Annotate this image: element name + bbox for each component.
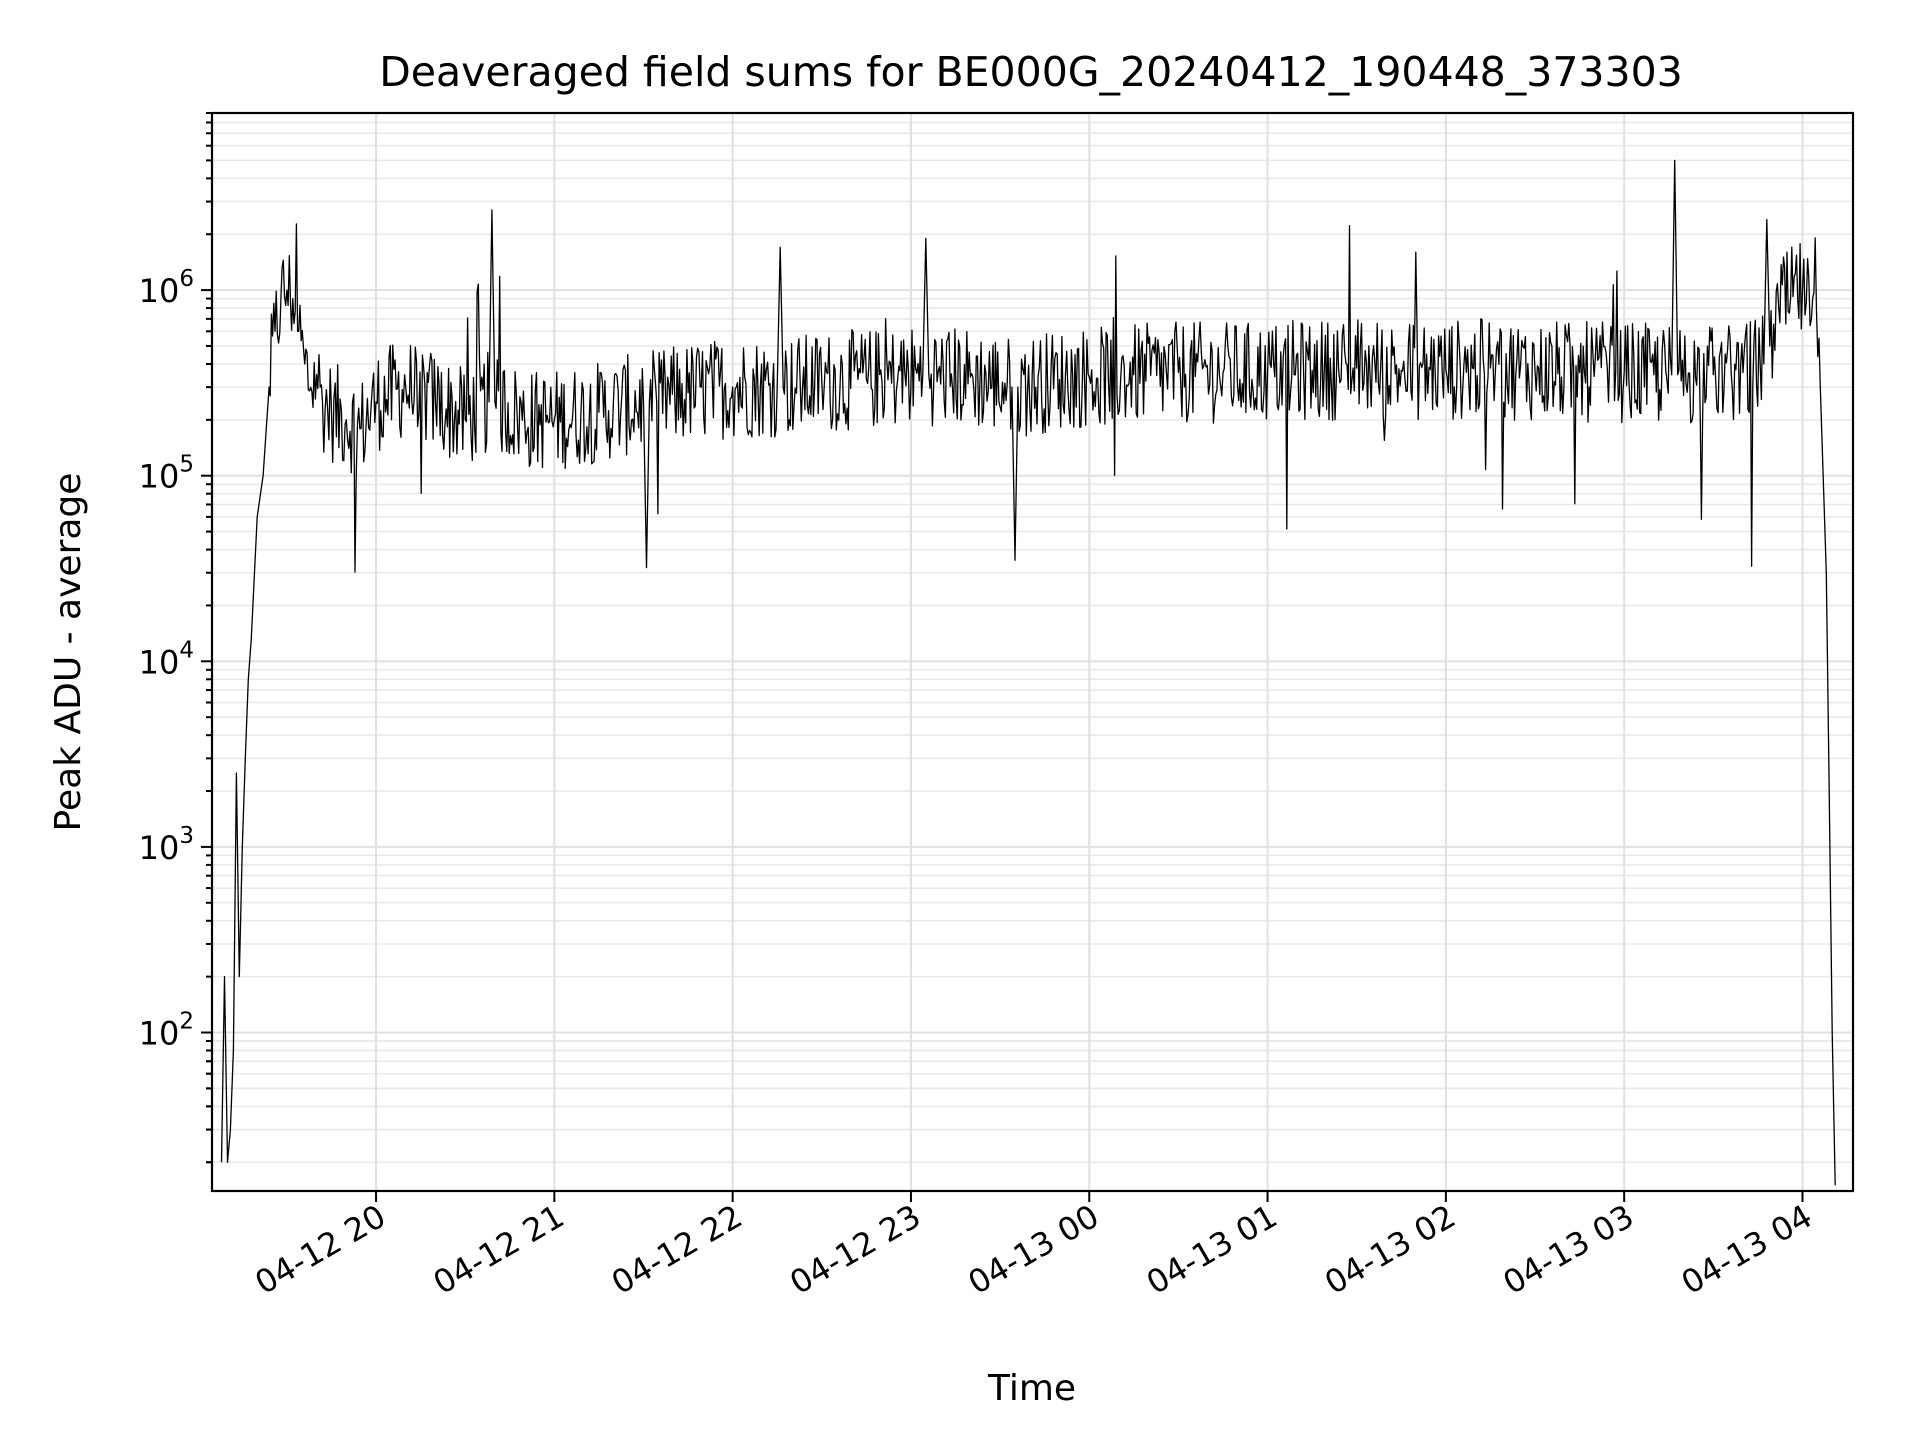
series-line (220, 159, 1836, 1186)
chart-title: Deaveraged field sums for BE000G_2024041… (379, 48, 1683, 96)
x-axis-label: Time (987, 1368, 1076, 1409)
plot-frame (210, 111, 1855, 1193)
y-tick-base: 10 (139, 643, 180, 681)
y-tick-exponent: 6 (179, 266, 194, 292)
y-tick-label: 104 (139, 637, 194, 681)
y-tick-label: 102 (139, 1009, 194, 1053)
series-layer (220, 159, 1836, 1186)
y-tick-exponent: 4 (179, 637, 194, 663)
y-tick-exponent: 5 (179, 452, 194, 478)
y-tick-base: 10 (139, 458, 180, 496)
y-axis-label: Peak ADU - average (48, 473, 89, 832)
y-tick-base: 10 (139, 272, 180, 310)
y-tick-exponent: 2 (179, 1009, 194, 1035)
y-tick-exponent: 3 (179, 823, 194, 849)
y-tick-base: 10 (139, 1015, 180, 1053)
y-tick-label: 106 (139, 266, 194, 310)
y-tick-label: 105 (139, 452, 194, 496)
y-tick-base: 10 (139, 829, 180, 867)
y-tick-label: 103 (139, 823, 194, 867)
